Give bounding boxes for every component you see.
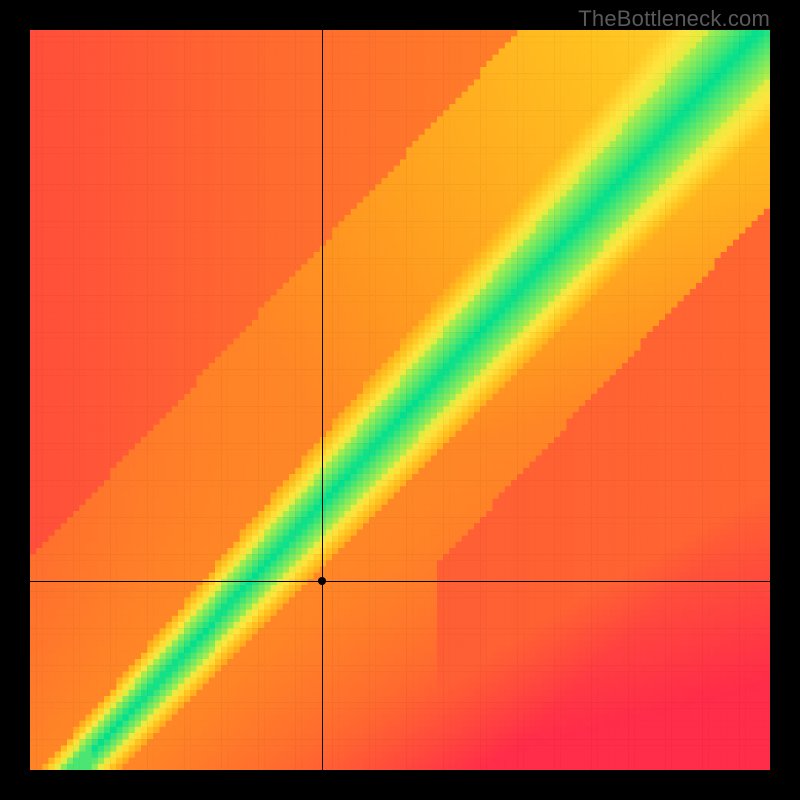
heatmap-canvas — [30, 30, 770, 770]
crosshair-vertical — [322, 30, 323, 770]
heatmap-plot — [30, 30, 770, 770]
crosshair-point — [318, 577, 326, 585]
crosshair-horizontal — [30, 581, 770, 582]
watermark-text: TheBottleneck.com — [578, 6, 770, 32]
